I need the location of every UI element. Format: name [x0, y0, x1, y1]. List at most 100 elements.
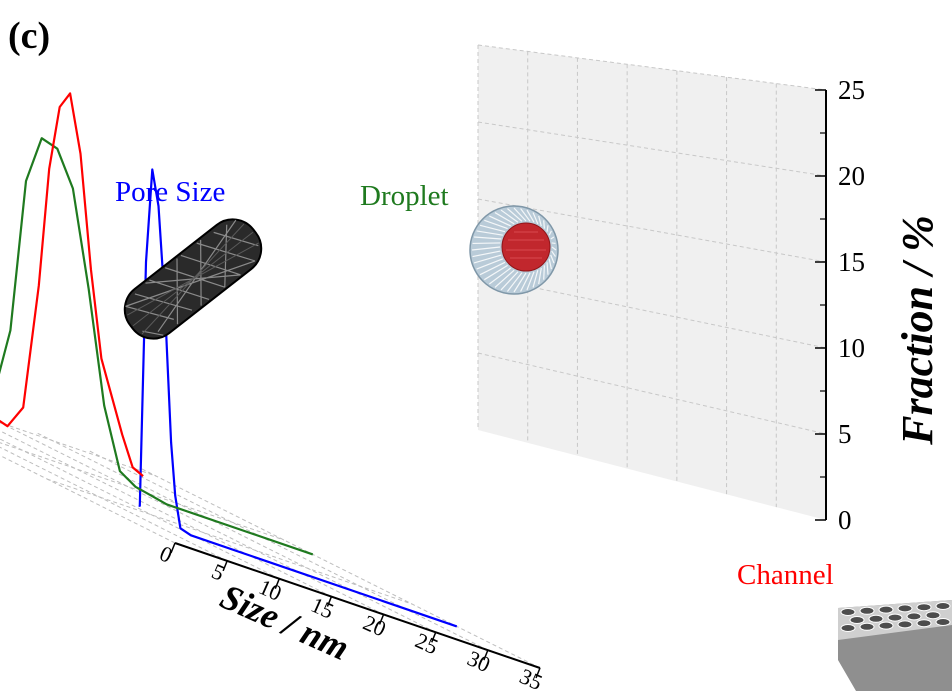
x-axis-tick [326, 596, 333, 607]
micelle-ray [488, 267, 512, 285]
y-tick-label: 25 [838, 75, 865, 105]
channel-holes [840, 602, 951, 632]
micelle-ray [484, 219, 508, 230]
floor-gridline [0, 454, 176, 544]
x-tick-label: 0 [156, 540, 176, 567]
floor-gridline [87, 449, 489, 651]
micelle-ray [476, 258, 504, 270]
y-axis-title: Fraction / % [893, 215, 942, 446]
x-tick-label: 35 [516, 663, 546, 691]
channel-hole [878, 605, 894, 614]
x-axis-tick [378, 614, 385, 625]
x-axis-title: Size / nm [215, 576, 356, 668]
micelle-ray [513, 272, 527, 293]
legend-label-droplet: Droplet [360, 180, 449, 212]
micelle-ray [543, 220, 545, 229]
nanotube-illustration [123, 218, 263, 340]
micelle-ray [473, 254, 502, 264]
channel-hole [878, 621, 894, 630]
channel-hole [859, 606, 875, 615]
channel-hole [849, 616, 865, 624]
channel-hole [840, 608, 856, 616]
legend-label-pore-size: Pore Size [115, 176, 225, 208]
y-tick-label: 20 [838, 161, 865, 191]
x-axis-tick [170, 542, 176, 554]
y-tick-label: 15 [838, 247, 865, 277]
x-axis-line [174, 542, 541, 669]
floor-gridline [46, 478, 413, 605]
channel-hole [916, 603, 932, 612]
channel-hole [916, 619, 932, 628]
micelle-ray [476, 230, 503, 236]
micelle-ray [543, 265, 545, 280]
micelle-ray [548, 230, 552, 236]
micelle-ray [479, 224, 506, 233]
legend-label-channel: Channel [737, 559, 834, 591]
floor-gridline [0, 442, 285, 541]
micelle-ray [532, 270, 539, 288]
channel-hole [840, 624, 856, 632]
wall-gridline-h [477, 44, 827, 91]
series-lines [0, 92, 458, 628]
micelle-ray [526, 209, 535, 223]
floor-gridline [35, 431, 436, 633]
channel-hole [897, 604, 913, 613]
micelle-ray [550, 254, 555, 264]
channel-array-illustration [838, 600, 952, 691]
micelle-ray [520, 272, 531, 292]
wall-gridline-h [477, 121, 827, 177]
micelle-illustration [469, 205, 559, 295]
floor-grid [0, 422, 541, 669]
micelle-ray [538, 267, 542, 285]
micelle-ray [479, 261, 506, 276]
x-axis-tick [222, 560, 228, 572]
channel-hole [887, 613, 903, 622]
micelle-ray [520, 208, 531, 222]
micelle-rays [471, 207, 557, 293]
x-tick-label: 5 [208, 558, 228, 585]
y-tick-label: 5 [838, 419, 852, 449]
micelle-ray [507, 208, 523, 222]
micelle-ray [546, 225, 549, 232]
channel-hole [897, 620, 913, 629]
micelle-ray [532, 212, 539, 225]
floor-gridline [139, 467, 541, 669]
micelle-ray [551, 246, 557, 251]
micelle-ray [513, 207, 527, 222]
micelle-ray [550, 236, 555, 240]
micelle-ray [500, 209, 519, 223]
y-tick-label: 10 [838, 333, 865, 363]
channel-hole [868, 614, 884, 623]
micelle-ray [483, 264, 508, 281]
channel-hole [935, 602, 951, 610]
micelle-ray [471, 246, 501, 251]
micelle-ray [551, 250, 556, 257]
wall-gridline-h [477, 352, 827, 435]
series-line-pore-size [138, 168, 458, 628]
micelle-ray [489, 215, 511, 227]
back-wall [478, 45, 826, 520]
panel-label: (c) [8, 15, 50, 57]
y-tick-label: 0 [838, 505, 852, 535]
micelle-ray [494, 269, 515, 288]
channel-hole [935, 618, 951, 626]
micelle-ray [538, 215, 542, 227]
micelle-ray [494, 212, 515, 225]
channel-hole [859, 622, 875, 631]
micelle-ray [472, 250, 501, 258]
x-axis-tick [431, 632, 437, 643]
y-axis: 0 5 10 15 20 25 [815, 75, 865, 535]
micelle-ray [474, 236, 502, 240]
channel-hole [906, 612, 922, 621]
micelle-ray [506, 272, 523, 292]
x-axis-tick [483, 649, 489, 661]
x-axis-tick [535, 667, 541, 679]
floor-gridline [0, 422, 384, 615]
wall-gridline-h [477, 198, 827, 263]
series-line-droplet [0, 137, 314, 556]
micelle-ray [548, 258, 553, 270]
x-axis-tick [274, 578, 280, 589]
floor-gridline [0, 446, 228, 562]
